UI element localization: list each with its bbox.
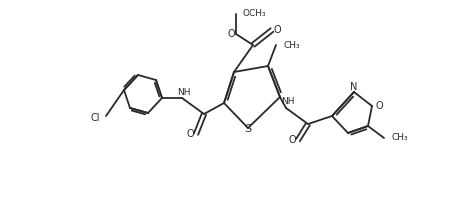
Text: O: O xyxy=(186,129,194,139)
Text: CH₃: CH₃ xyxy=(392,133,409,143)
Text: S: S xyxy=(245,124,252,134)
Text: O: O xyxy=(273,25,281,35)
Text: CH₃: CH₃ xyxy=(284,41,301,49)
Text: N: N xyxy=(350,82,358,92)
Text: O: O xyxy=(288,135,296,145)
Text: OCH₃: OCH₃ xyxy=(243,10,266,19)
Text: NH: NH xyxy=(177,89,191,97)
Text: NH: NH xyxy=(281,97,295,107)
Text: Cl: Cl xyxy=(91,113,100,123)
Text: O: O xyxy=(227,29,235,39)
Text: O: O xyxy=(375,101,383,111)
